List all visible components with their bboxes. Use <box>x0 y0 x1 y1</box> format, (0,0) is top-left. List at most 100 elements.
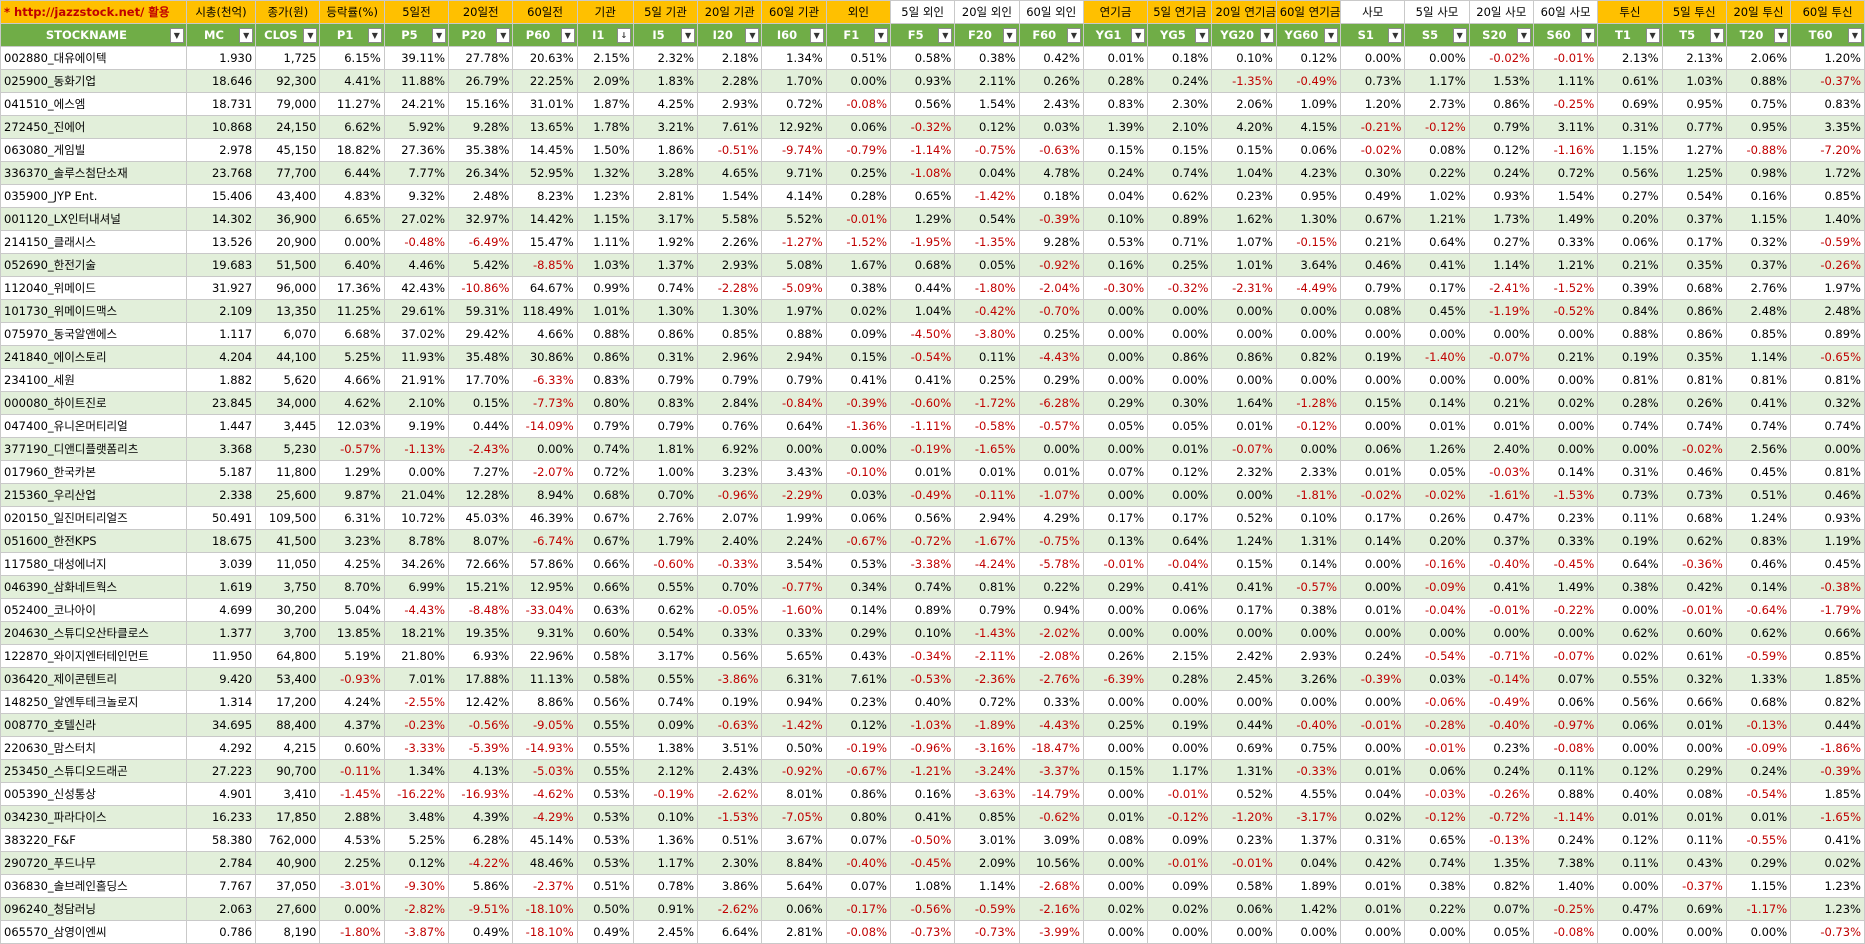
table-cell[interactable]: 37,050 <box>255 874 321 898</box>
table-cell[interactable]: 13,350 <box>255 299 321 323</box>
filter-dropdown-icon[interactable]: ▼ <box>1259 28 1274 43</box>
table-cell[interactable]: -0.01% <box>1147 782 1213 806</box>
table-cell[interactable]: 0.01% <box>1082 46 1149 70</box>
table-cell[interactable]: 0.00% <box>1725 920 1792 944</box>
table-cell[interactable]: -0.02% <box>1661 437 1727 461</box>
table-cell[interactable]: 1.30% <box>632 299 699 323</box>
table-cell[interactable]: -0.38% <box>1790 575 1865 599</box>
table-cell[interactable]: 1.882 <box>185 368 257 392</box>
column-header-i5[interactable]: I5 ▼ <box>632 23 699 47</box>
column-header-p60[interactable]: P60 ▼ <box>512 23 578 47</box>
table-cell[interactable]: 1.15% <box>1725 874 1792 898</box>
table-cell[interactable]: 0.00% <box>1082 690 1149 714</box>
table-cell[interactable]: -4.50% <box>889 322 956 346</box>
table-cell[interactable]: 0.06% <box>1532 690 1599 714</box>
stock-name-cell[interactable]: 001120_LX인터내셔널 <box>0 207 187 231</box>
table-cell[interactable]: 12.42% <box>448 690 514 714</box>
table-cell[interactable]: 0.54% <box>1661 184 1727 208</box>
table-cell[interactable]: 0.25% <box>825 161 892 185</box>
table-cell[interactable]: -4.62% <box>512 782 578 806</box>
table-cell[interactable]: 3.48% <box>383 805 450 829</box>
table-cell[interactable]: 29.61% <box>383 299 450 323</box>
table-cell[interactable]: 0.74% <box>632 276 699 300</box>
table-cell[interactable]: -1.95% <box>889 230 956 254</box>
table-cell[interactable]: 2.43% <box>697 759 763 783</box>
table-cell[interactable]: 0.95% <box>1275 184 1342 208</box>
table-cell[interactable]: -6.74% <box>512 529 578 553</box>
table-row[interactable]: 052400_코나아이 4.699 30,200 5.04% -4.43% -8.48% -… <box>0 598 1865 622</box>
table-cell[interactable]: 0.12% <box>954 115 1020 139</box>
table-cell[interactable]: 1.15% <box>1597 138 1663 162</box>
table-cell[interactable]: -6.33% <box>512 368 578 392</box>
table-cell[interactable]: 0.17% <box>1211 598 1277 622</box>
table-cell[interactable]: -0.96% <box>697 483 763 507</box>
table-cell[interactable]: 0.12% <box>1468 138 1534 162</box>
table-cell[interactable]: 0.41% <box>1404 253 1470 277</box>
table-cell[interactable]: 1.37% <box>1275 828 1342 852</box>
table-cell[interactable]: 72.66% <box>448 552 514 576</box>
table-cell[interactable]: -0.08% <box>1532 736 1599 760</box>
table-cell[interactable]: 0.00% <box>1147 322 1213 346</box>
table-cell[interactable]: 0.01% <box>954 460 1020 484</box>
table-cell[interactable]: 0.20% <box>1597 207 1663 231</box>
table-cell[interactable]: 0.06% <box>1147 598 1213 622</box>
table-cell[interactable]: 2.109 <box>185 299 257 323</box>
table-cell[interactable]: 0.00% <box>1340 736 1406 760</box>
table-cell[interactable]: 0.00% <box>1275 322 1342 346</box>
table-cell[interactable]: 5.25% <box>319 345 385 369</box>
table-cell[interactable]: 5.187 <box>185 460 257 484</box>
stock-name-cell[interactable]: 035900_JYP Ent. <box>0 184 187 208</box>
stock-name-cell[interactable]: 000080_하이트진로 <box>0 391 187 415</box>
table-cell[interactable]: -0.19% <box>825 736 892 760</box>
table-row[interactable]: 034230_파라다이스 16.233 17,850 2.88% 3.48% 4.39% -… <box>0 805 1865 829</box>
table-cell[interactable]: 0.00% <box>825 69 892 93</box>
table-cell[interactable]: 3.21% <box>632 115 699 139</box>
table-cell[interactable]: -0.75% <box>954 138 1020 162</box>
table-cell[interactable]: 0.55% <box>632 667 699 691</box>
table-cell[interactable]: 0.93% <box>1468 184 1534 208</box>
table-cell[interactable]: 0.66% <box>576 575 634 599</box>
table-cell[interactable]: 7.77% <box>383 161 450 185</box>
table-cell[interactable]: -0.79% <box>825 138 892 162</box>
table-cell[interactable]: 0.24% <box>1532 828 1599 852</box>
table-cell[interactable]: -0.02% <box>1340 138 1406 162</box>
table-cell[interactable]: 1.72% <box>1790 161 1865 185</box>
table-cell[interactable]: -0.40% <box>1468 552 1534 576</box>
table-cell[interactable]: 0.08% <box>1082 828 1149 852</box>
filter-dropdown-icon[interactable]: ▼ <box>1709 28 1724 43</box>
table-cell[interactable]: 13.85% <box>319 621 385 645</box>
filter-dropdown-icon[interactable]: ▼ <box>496 28 511 43</box>
table-cell[interactable]: -2.28% <box>697 276 763 300</box>
table-cell[interactable]: -0.77% <box>761 575 827 599</box>
table-cell[interactable]: 0.89% <box>1147 207 1213 231</box>
table-cell[interactable]: 0.38% <box>954 46 1020 70</box>
table-cell[interactable]: 0.15% <box>1340 391 1406 415</box>
table-cell[interactable]: 0.00% <box>1082 874 1149 898</box>
table-cell[interactable]: 17,200 <box>255 690 321 714</box>
table-cell[interactable]: 0.33% <box>761 621 827 645</box>
table-row[interactable]: 214150_클래시스 13.526 20,900 0.00% -0.48% -6.49%… <box>0 230 1865 254</box>
table-cell[interactable]: 27.36% <box>383 138 450 162</box>
table-cell[interactable]: 4.292 <box>185 736 257 760</box>
table-cell[interactable]: -0.54% <box>1725 782 1792 806</box>
table-cell[interactable]: 0.53% <box>576 782 634 806</box>
table-cell[interactable]: 3,700 <box>255 621 321 645</box>
table-cell[interactable]: 0.00% <box>1468 621 1534 645</box>
table-cell[interactable]: 0.22% <box>1404 161 1470 185</box>
table-cell[interactable]: 0.08% <box>1404 138 1470 162</box>
table-cell[interactable]: -0.67% <box>825 529 892 553</box>
table-cell[interactable]: 1.42% <box>1275 897 1342 921</box>
table-cell[interactable]: 0.06% <box>1597 230 1663 254</box>
table-cell[interactable]: 1.24% <box>1211 529 1277 553</box>
table-cell[interactable]: -2.55% <box>383 690 450 714</box>
table-cell[interactable]: 2.24% <box>761 529 827 553</box>
table-cell[interactable]: -1.19% <box>1468 299 1534 323</box>
table-cell[interactable]: -3.17% <box>1275 805 1342 829</box>
table-cell[interactable]: 0.00% <box>1147 690 1213 714</box>
table-cell[interactable]: 42.43% <box>383 276 450 300</box>
table-cell[interactable]: -0.63% <box>697 713 763 737</box>
table-cell[interactable]: 2.84% <box>697 391 763 415</box>
table-cell[interactable]: -0.02% <box>1468 46 1534 70</box>
table-cell[interactable]: 6.68% <box>319 322 385 346</box>
table-cell[interactable]: 9.28% <box>448 115 514 139</box>
